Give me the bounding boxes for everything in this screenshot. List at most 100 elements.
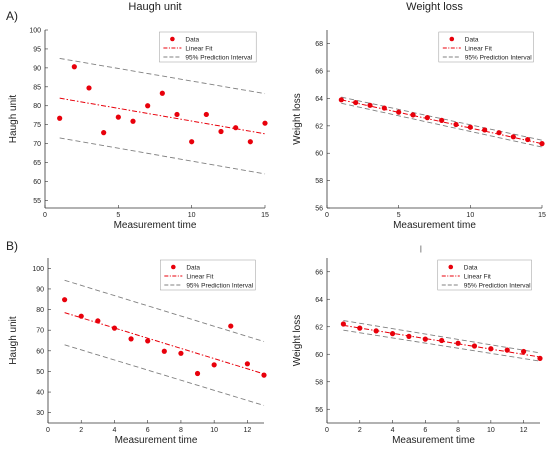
- prediction-interval-upper: [341, 96, 543, 141]
- x-tick-label: 6: [423, 427, 427, 434]
- x-axis-label: Measurement time: [115, 435, 198, 446]
- legend-label: Data: [465, 36, 479, 43]
- chart-panel-4: 56 58 60 62 64 66 0 2 4 6 8 10 12 Measurement time Wei…: [292, 258, 543, 446]
- data-point: [233, 125, 239, 131]
- x-tick-label: 6: [146, 427, 150, 434]
- data-point: [521, 348, 527, 355]
- y-tick-label: 95: [33, 46, 41, 53]
- legend-label: 95% Prediction Interval: [186, 282, 253, 289]
- x-tick-label: 5: [397, 212, 401, 219]
- x-tick-label: 2: [79, 427, 83, 434]
- data-point: [510, 134, 516, 140]
- x-axis-label: Measurement time: [393, 220, 476, 231]
- x-tick-label: 12: [520, 427, 528, 434]
- y-tick-label: 85: [33, 84, 41, 91]
- y-tick-label: 30: [36, 410, 44, 417]
- data-point: [57, 115, 63, 121]
- data-point: [244, 361, 250, 367]
- data-point: [381, 105, 387, 111]
- data-point: [194, 370, 201, 377]
- data-point: [439, 117, 445, 123]
- data-point: [145, 338, 151, 344]
- data-point: [537, 355, 543, 361]
- legend-label: 95% Prediction Interval: [464, 282, 531, 289]
- x-tick-label: 4: [113, 427, 117, 434]
- y-tick-label: 40: [36, 390, 44, 397]
- y-axis-label: Haugh unit: [8, 95, 19, 144]
- data-point: [471, 343, 478, 349]
- prediction-interval-lower: [59, 137, 266, 175]
- x-tick-label: 8: [179, 427, 183, 434]
- x-tick-label: 4: [391, 427, 395, 434]
- x-tick-label: 0: [46, 427, 50, 434]
- stray-mark: |: [420, 246, 422, 253]
- data-point: [95, 318, 101, 324]
- y-axis-label: Weight loss: [292, 93, 303, 145]
- legend-box: [437, 259, 532, 291]
- x-tick-label: 10: [466, 212, 474, 219]
- x-tick-label: 12: [243, 427, 251, 434]
- data-point: [373, 328, 379, 334]
- y-tick-label: 70: [36, 328, 44, 335]
- y-tick-label: 65: [33, 160, 41, 167]
- x-tick-label: 0: [43, 212, 47, 219]
- chart-panel-3: 30 40 50 60 70 80 90 100 0 2 4 6 8 10 12 Measurement ti…: [8, 258, 267, 446]
- data-point: [482, 127, 488, 133]
- y-tick-label: 90: [36, 286, 44, 293]
- legend-marker-data: [170, 36, 175, 42]
- prediction-interval-lower: [343, 329, 541, 362]
- y-tick-label: 56: [315, 206, 323, 213]
- prediction-interval-lower: [64, 344, 265, 406]
- legend-label: Linear Fit: [185, 45, 212, 52]
- data-point: [111, 325, 118, 331]
- x-tick-label: 15: [261, 212, 269, 219]
- chart-panel-2: Weight loss 56 58 60 62 64 66 68 0 5 10 15 Measureme…: [292, 1, 546, 231]
- legend-box: [438, 31, 534, 63]
- data-point: [453, 121, 459, 128]
- prediction-interval-upper: [59, 57, 266, 95]
- x-tick-label: 0: [325, 212, 329, 219]
- data-point: [340, 321, 346, 327]
- data-point: [247, 139, 253, 145]
- y-tick-label: 58: [315, 178, 323, 185]
- data-point: [211, 362, 217, 368]
- data-point: [496, 130, 502, 136]
- y-tick-label: 100: [29, 28, 41, 35]
- legend-label: Linear Fit: [465, 45, 492, 52]
- data-point: [353, 99, 359, 106]
- x-tick-label: 10: [487, 427, 495, 434]
- y-tick-label: 70: [33, 141, 41, 148]
- legend-label: Linear Fit: [186, 273, 213, 280]
- data-point: [439, 337, 445, 344]
- x-axis-label: Measurement time: [392, 435, 475, 446]
- y-tick-label: 60: [33, 179, 41, 186]
- data-point: [389, 331, 396, 337]
- prediction-interval-upper: [64, 279, 265, 342]
- x-tick-label: 10: [188, 212, 196, 219]
- data-point: [467, 124, 473, 130]
- data-point: [424, 115, 430, 121]
- data-point: [130, 118, 136, 124]
- data-point: [128, 336, 134, 342]
- data-point: [145, 103, 151, 109]
- data-point: [488, 346, 494, 352]
- legend-label: Data: [186, 264, 200, 271]
- y-tick-label: 55: [33, 198, 41, 205]
- data-point: [455, 340, 461, 346]
- x-tick-label: 15: [538, 212, 546, 219]
- legend-marker-data: [171, 264, 176, 270]
- data-point: [71, 64, 77, 70]
- x-axis-label: Measurement time: [114, 220, 197, 231]
- data-point: [539, 141, 545, 147]
- data-point: [101, 130, 107, 136]
- y-tick-label: 80: [36, 307, 44, 314]
- y-tick-label: 60: [315, 151, 323, 158]
- chart-panel-1: Haugh unit 55 60 65 70 75 80 85 90 95 100 0 5 10 15 Mea…: [8, 1, 269, 231]
- legend-marker-data: [448, 264, 454, 270]
- data-point: [262, 120, 268, 126]
- data-point: [396, 109, 402, 115]
- y-tick-label: 60: [36, 348, 44, 355]
- data-point: [86, 85, 92, 91]
- data-point: [174, 111, 180, 118]
